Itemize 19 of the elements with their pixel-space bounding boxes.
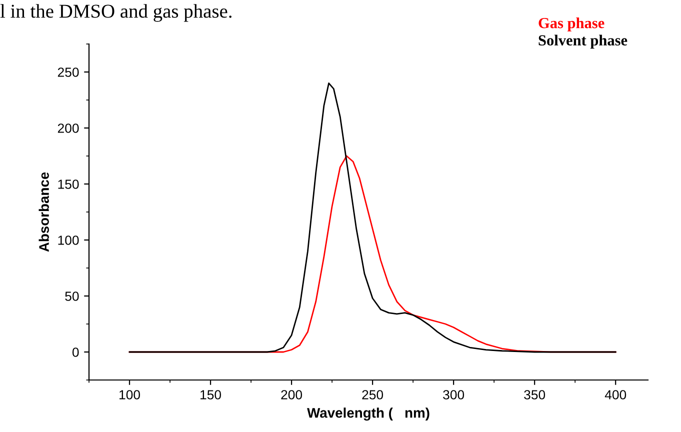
y-tick-label: 150 bbox=[58, 180, 79, 189]
text: Solvent phase bbox=[538, 34, 628, 49]
y-axis-title: Absorbance bbox=[38, 172, 49, 252]
y-tick-label: 0 bbox=[72, 348, 79, 357]
text: Gas phase bbox=[538, 17, 604, 32]
y-tick-label: 200 bbox=[58, 124, 79, 133]
x-tick-label: 250 bbox=[362, 390, 384, 400]
x-tick-label: 300 bbox=[443, 390, 464, 400]
x-tick-label: 200 bbox=[281, 390, 302, 400]
x-axis-title: Wavelength ( nm) bbox=[307, 408, 430, 421]
x-tick-label: 150 bbox=[200, 390, 222, 400]
line-series bbox=[128, 82, 616, 353]
text: l in the DMSO and gas phase. bbox=[0, 4, 232, 22]
x-tick-label: 100 bbox=[120, 390, 140, 400]
y-tick-label: 250 bbox=[58, 68, 79, 77]
x-tick-label: 350 bbox=[524, 390, 546, 400]
y-tick-label: 50 bbox=[65, 292, 79, 301]
y-tick-label: 100 bbox=[58, 236, 79, 245]
x-tick-label: 400 bbox=[604, 390, 626, 400]
